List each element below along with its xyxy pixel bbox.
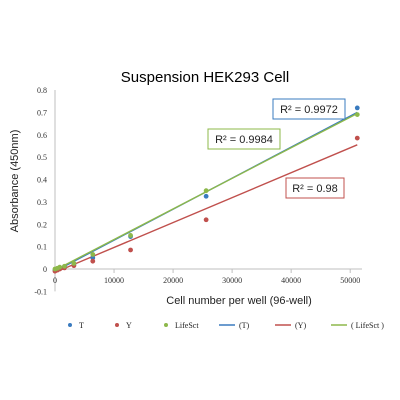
legend-label-y: Y bbox=[126, 321, 132, 330]
x-tick-label: 10000 bbox=[104, 276, 124, 285]
data-point-lifesct bbox=[62, 263, 67, 269]
x-tick-label: 40000 bbox=[281, 276, 301, 285]
data-point-lifesct bbox=[203, 188, 209, 194]
legend-label-lifesct: LifeSct bbox=[175, 321, 199, 330]
data-point-y bbox=[354, 135, 360, 141]
legend-trend-label-t: (T) bbox=[239, 321, 250, 330]
data-point-lifesct bbox=[90, 252, 96, 257]
chart-title: Suspension HEK293 Cell bbox=[121, 69, 289, 86]
legend-marker-lifesct bbox=[164, 323, 168, 327]
data-point-t bbox=[354, 105, 360, 111]
r-squared-box bbox=[272, 98, 346, 120]
y-tick-label: 0.1 bbox=[37, 243, 47, 252]
y-axis-label: Absorbance (450nm) bbox=[9, 130, 21, 233]
data-point-lifesct bbox=[57, 264, 63, 270]
data-points bbox=[52, 105, 360, 274]
axes: -0.1 0 0.1 0.2 0.3 0.4 0.5 0.6 0.7 0.8 0 10000 20000… bbox=[34, 86, 362, 296]
x-tick-label: 20000 bbox=[163, 276, 183, 285]
y-tick-label: 0.5 bbox=[37, 153, 47, 162]
y-tick-label: 0.4 bbox=[37, 176, 47, 185]
trendline-y bbox=[54, 144, 358, 274]
annotations: R² = 0.9972 R² = 0.9984 R² = 0.98 bbox=[207, 98, 346, 199]
x-tick-label: 0 bbox=[53, 276, 57, 285]
legend-marker-t bbox=[68, 323, 72, 327]
data-point-t bbox=[90, 255, 96, 261]
r-squared-label: R² = 0.9984 bbox=[215, 134, 273, 146]
data-point-t bbox=[203, 193, 209, 199]
data-point-lifesct bbox=[71, 261, 77, 266]
r-squared-label: R² = 0.98 bbox=[292, 183, 338, 195]
legend-trend-label-y: (Y) bbox=[295, 321, 306, 330]
r-squared-label: R² = 0.9972 bbox=[280, 104, 338, 116]
data-point-y bbox=[203, 217, 209, 223]
y-tick-label: 0.2 bbox=[37, 220, 47, 229]
legend: T Y LifeSct (T) (Y) ( LifeSct ) bbox=[68, 321, 384, 330]
r-squared-box bbox=[285, 177, 345, 199]
y-tick-label: 0.7 bbox=[37, 108, 47, 117]
x-axis-label: Cell number per well (96-well) bbox=[166, 295, 312, 307]
data-point-y bbox=[128, 247, 133, 253]
y-tick-label: 0.6 bbox=[37, 131, 47, 140]
legend-trend-label-lifesct: ( LifeSct ) bbox=[351, 321, 384, 330]
x-tick-label: 30000 bbox=[222, 276, 242, 285]
r-squared-box bbox=[207, 128, 281, 150]
y-tick-label: -0.1 bbox=[34, 287, 47, 296]
y-tick-label: 0.8 bbox=[37, 86, 47, 95]
legend-label-t: T bbox=[79, 321, 84, 330]
legend-marker-y bbox=[115, 323, 119, 327]
y-tick-label: 0 bbox=[43, 265, 47, 274]
y-tick-label: 0.3 bbox=[37, 198, 47, 207]
x-tick-label: 50000 bbox=[340, 276, 360, 285]
data-point-y bbox=[90, 258, 96, 264]
data-point-lifesct bbox=[128, 233, 133, 238]
data-point-lifesct bbox=[354, 112, 360, 118]
